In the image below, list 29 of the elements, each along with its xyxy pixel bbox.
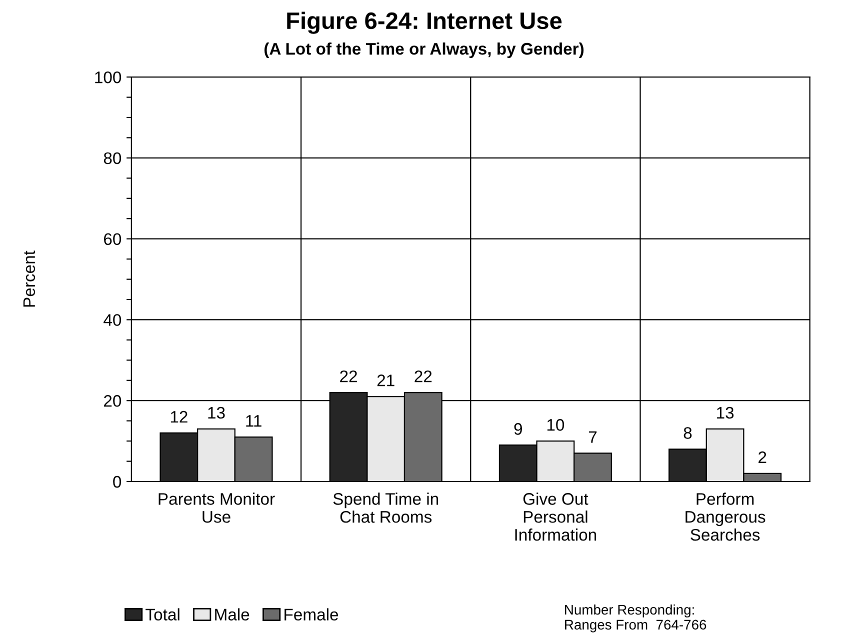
legend-label: Total (146, 608, 180, 620)
data-label: 22 (340, 370, 357, 382)
data-label: 21 (377, 374, 394, 386)
y-tick-label: 40 (104, 314, 122, 326)
y-tick-label: 80 (104, 152, 122, 164)
data-label: 10 (547, 419, 564, 431)
x-tick-label: Spend Time in Chat Rooms (333, 492, 438, 523)
x-tick-label: Perform Dangerous Searches (686, 492, 766, 541)
y-tick-label: 20 (104, 395, 122, 407)
data-label: 2 (758, 451, 766, 464)
y-tick-label: 0 (113, 476, 122, 488)
chart-subtitle: (A Lot of the Time or Always, by Gender) (264, 42, 584, 58)
data-label: 13 (717, 406, 734, 419)
y-tick-label: 100 (95, 71, 122, 84)
x-tick-label: Parents Monitor Use (158, 492, 275, 523)
data-label: 8 (684, 427, 692, 439)
data-label: 22 (414, 370, 432, 382)
legend-label: Male (215, 608, 250, 620)
y-tick-label: 60 (104, 233, 122, 246)
data-label: 11 (246, 415, 262, 427)
data-label: 13 (208, 406, 225, 419)
data-label: 12 (170, 410, 188, 423)
x-tick-label: Give Out Personal Information (515, 492, 596, 541)
chart-title: Figure 6-24: Internet Use (287, 12, 562, 34)
data-label: 9 (514, 423, 522, 435)
y-axis-title: Percent (23, 250, 36, 307)
data-label: 7 (588, 431, 597, 443)
legend-label: Female (284, 608, 338, 620)
text: Number Responding: Ranges From 764-766 (565, 604, 706, 632)
